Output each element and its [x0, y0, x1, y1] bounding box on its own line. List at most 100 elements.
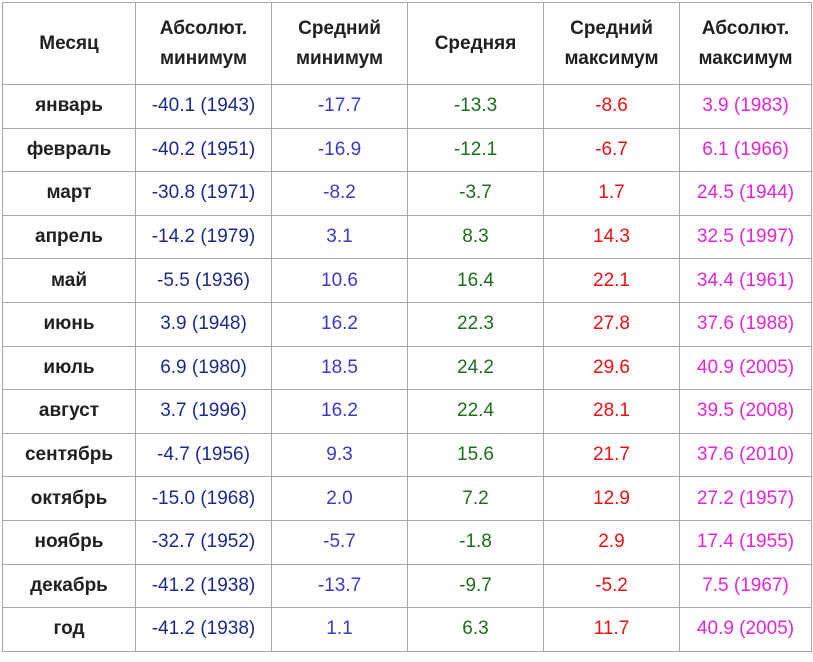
- month-cell: апрель: [2, 214, 136, 260]
- month-cell: сентябрь: [2, 432, 136, 478]
- value-cell: 27.8: [543, 301, 680, 347]
- value-cell: 2.0: [271, 476, 408, 521]
- value-cell: 15.6: [407, 432, 544, 478]
- table-row: март -30.8 (1971) -8.2 -3.7 1.7 24.5 (1944): [2, 171, 812, 216]
- month-cell: декабрь: [2, 563, 136, 609]
- value-cell: 7.2: [407, 476, 544, 521]
- value-cell: 12.9: [543, 476, 680, 521]
- value-cell: 14.3: [543, 214, 680, 260]
- value-cell: -9.7: [407, 563, 544, 609]
- table-row: февраль -40.2 (1951) -16.9 -12.1 -6.7 6.1 (19…: [2, 127, 812, 173]
- header-row: Месяц Абсолют. минимум Средний минимум Сред…: [2, 2, 812, 85]
- value-cell: -41.2 (1938): [135, 607, 272, 652]
- value-cell: -8.2: [271, 171, 408, 216]
- value-cell: 1.1: [271, 607, 408, 652]
- value-cell: -4.7 (1956): [135, 432, 272, 478]
- value-cell: 3.9 (1983): [679, 84, 812, 129]
- month-cell: май: [2, 258, 136, 303]
- header-cell: Месяц: [2, 2, 136, 85]
- value-cell: 39.5 (2008): [679, 389, 812, 434]
- value-cell: -30.8 (1971): [135, 171, 272, 216]
- header-cell: Средний максимум: [543, 2, 680, 85]
- value-cell: 28.1: [543, 389, 680, 434]
- value-cell: 29.6: [543, 345, 680, 391]
- value-cell: 7.5 (1967): [679, 563, 812, 609]
- value-cell: 18.5: [271, 345, 408, 391]
- value-cell: 32.5 (1997): [679, 214, 812, 260]
- value-cell: -13.3: [407, 84, 544, 129]
- value-cell: -15.0 (1968): [135, 476, 272, 521]
- value-cell: -5.2: [543, 563, 680, 609]
- value-cell: 6.3: [407, 607, 544, 652]
- month-cell: июль: [2, 345, 136, 391]
- value-cell: -16.9: [271, 127, 408, 173]
- value-cell: 37.6 (2010): [679, 432, 812, 478]
- month-cell: июнь: [2, 301, 136, 347]
- value-cell: 16.2: [271, 389, 408, 434]
- value-cell: 22.4: [407, 389, 544, 434]
- header-cell: Абсолют. минимум: [135, 2, 272, 85]
- header-cell: Средний минимум: [271, 2, 408, 85]
- value-cell: -5.5 (1936): [135, 258, 272, 303]
- value-cell: 3.7 (1996): [135, 389, 272, 434]
- value-cell: 10.6: [271, 258, 408, 303]
- table-header: Месяц Абсолют. минимум Средний минимум Сред…: [2, 2, 812, 85]
- value-cell: 9.3: [271, 432, 408, 478]
- value-cell: 37.6 (1988): [679, 301, 812, 347]
- value-cell: 3.1: [271, 214, 408, 260]
- value-cell: -5.7: [271, 519, 408, 565]
- header-cell: Абсолют. максимум: [679, 2, 812, 85]
- header-cell: Средняя: [407, 2, 544, 85]
- value-cell: 6.9 (1980): [135, 345, 272, 391]
- month-cell: февраль: [2, 127, 136, 173]
- value-cell: -8.6: [543, 84, 680, 129]
- table-row: июнь 3.9 (1948) 16.2 22.3 27.8 37.6 (1988): [2, 301, 812, 347]
- table-row: ноябрь -32.7 (1952) -5.7 -1.8 2.9 17.4 (1955): [2, 519, 812, 565]
- table-row: декабрь -41.2 (1938) -13.7 -9.7 -5.2 7.5 (196…: [2, 563, 812, 609]
- month-cell: август: [2, 389, 136, 434]
- value-cell: 27.2 (1957): [679, 476, 812, 521]
- month-cell: октябрь: [2, 476, 136, 521]
- value-cell: 8.3: [407, 214, 544, 260]
- month-cell: март: [2, 171, 136, 216]
- value-cell: -6.7: [543, 127, 680, 173]
- value-cell: 34.4 (1961): [679, 258, 812, 303]
- value-cell: 24.2: [407, 345, 544, 391]
- table-row: январь -40.1 (1943) -17.7 -13.3 -8.6 3.9 (198…: [2, 84, 812, 129]
- value-cell: 40.9 (2005): [679, 345, 812, 391]
- month-cell: ноябрь: [2, 519, 136, 565]
- table-row: год -41.2 (1938) 1.1 6.3 11.7 40.9 (2005): [2, 607, 812, 652]
- value-cell: -17.7: [271, 84, 408, 129]
- value-cell: 11.7: [543, 607, 680, 652]
- value-cell: 22.1: [543, 258, 680, 303]
- table-body: январь -40.1 (1943) -17.7 -13.3 -8.6 3.9 (198…: [2, 84, 812, 652]
- table-row: апрель -14.2 (1979) 3.1 8.3 14.3 32.5 (1997): [2, 214, 812, 260]
- value-cell: 40.9 (2005): [679, 607, 812, 652]
- value-cell: 17.4 (1955): [679, 519, 812, 565]
- value-cell: -32.7 (1952): [135, 519, 272, 565]
- value-cell: -3.7: [407, 171, 544, 216]
- climate-table: Месяц Абсолют. минимум Средний минимум Сред…: [2, 2, 812, 652]
- table-row: август 3.7 (1996) 16.2 22.4 28.1 39.5 (2008): [2, 389, 812, 434]
- value-cell: 16.2: [271, 301, 408, 347]
- value-cell: 3.9 (1948): [135, 301, 272, 347]
- value-cell: -40.2 (1951): [135, 127, 272, 173]
- table-row: сентябрь -4.7 (1956) 9.3 15.6 21.7 37.6 (2010…: [2, 432, 812, 478]
- value-cell: -13.7: [271, 563, 408, 609]
- value-cell: 16.4: [407, 258, 544, 303]
- table-row: октябрь -15.0 (1968) 2.0 7.2 12.9 27.2 (1957): [2, 476, 812, 521]
- value-cell: -12.1: [407, 127, 544, 173]
- value-cell: -40.1 (1943): [135, 84, 272, 129]
- value-cell: -14.2 (1979): [135, 214, 272, 260]
- table-row: май -5.5 (1936) 10.6 16.4 22.1 34.4 (1961): [2, 258, 812, 303]
- month-cell: январь: [2, 84, 136, 129]
- value-cell: -41.2 (1938): [135, 563, 272, 609]
- value-cell: 2.9: [543, 519, 680, 565]
- value-cell: -1.8: [407, 519, 544, 565]
- month-cell: год: [2, 607, 136, 652]
- value-cell: 21.7: [543, 432, 680, 478]
- value-cell: 6.1 (1966): [679, 127, 812, 173]
- value-cell: 24.5 (1944): [679, 171, 812, 216]
- value-cell: 22.3: [407, 301, 544, 347]
